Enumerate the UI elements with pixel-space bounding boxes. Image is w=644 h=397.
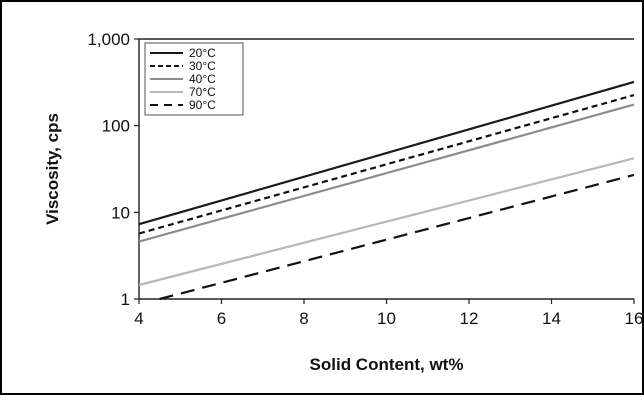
axes: 4 6 8 10 12 14 16 1 10 100 1,000 — [87, 30, 643, 328]
x-axis-title: Solid Content, wt% — [310, 355, 464, 374]
legend-label: 30°C — [189, 59, 216, 73]
y-axis-title: Viscosity, cps — [43, 113, 62, 225]
series-layer — [138, 80, 635, 301]
y-tick-label: 10 — [111, 203, 130, 222]
series-line-40c — [138, 103, 635, 243]
series-line-90c — [159, 173, 635, 301]
x-tick-label: 12 — [460, 309, 479, 328]
x-tick-label: 6 — [217, 309, 226, 328]
legend-label: 20°C — [189, 46, 216, 60]
x-tick-label: 4 — [134, 309, 143, 328]
y-tick-label: 1,000 — [87, 30, 130, 49]
legend-label: 40°C — [189, 72, 216, 86]
x-tick-label: 14 — [542, 309, 561, 328]
x-tick-label: 10 — [377, 309, 396, 328]
legend-label: 90°C — [189, 98, 216, 112]
y-tick-label: 1 — [121, 290, 130, 309]
series-line-20c — [138, 80, 635, 226]
series-line-30c — [138, 94, 635, 235]
legend: 20°C30°C40°C70°C90°C — [144, 42, 244, 116]
legend-label: 70°C — [189, 85, 216, 99]
series-line-70c — [138, 157, 635, 287]
y-tick-label: 100 — [102, 117, 130, 136]
x-tick-label: 16 — [625, 309, 644, 328]
x-tick-label: 8 — [299, 309, 308, 328]
